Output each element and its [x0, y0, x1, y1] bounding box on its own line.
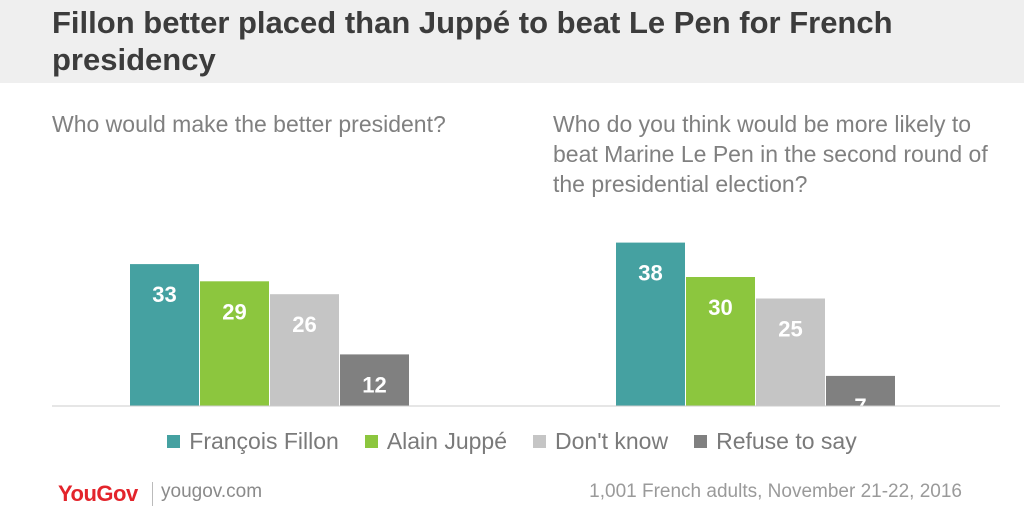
- bar-dont-know: [756, 298, 825, 406]
- bar-value-label: 33: [152, 282, 176, 307]
- left-chart-question: Who would make the better president?: [52, 111, 446, 137]
- bar-fillon: [130, 264, 199, 406]
- bar-value-label: 12: [362, 372, 386, 397]
- legend-swatch: [364, 434, 378, 448]
- legend-item-refuse: Refuse to say: [694, 428, 857, 455]
- legend-label: Don't know: [555, 427, 669, 454]
- legend-item-juppe: Alain Juppé: [364, 427, 508, 455]
- bar-value-label: 25: [778, 317, 802, 342]
- yougov-logo: YouGov: [58, 481, 138, 506]
- bar-value-label: 30: [708, 295, 732, 320]
- site-link[interactable]: yougov.com: [161, 481, 263, 502]
- chart-title: Fillon better placed than Juppé to beat …: [52, 5, 893, 77]
- legend-label: Alain Juppé: [386, 427, 508, 454]
- legend-label: François Fillon: [189, 427, 339, 454]
- bar-dont-know: [270, 294, 339, 406]
- bar-value-label: 26: [292, 312, 316, 337]
- legend-label: Refuse to say: [716, 427, 857, 454]
- right-chart-question: Who do you think would be more likely to…: [553, 111, 988, 197]
- source-note: 1,001 French adults, November 21-22, 201…: [589, 481, 962, 502]
- bar-juppe: [200, 281, 269, 406]
- legend-swatch: [167, 434, 181, 448]
- bar-fillon: [616, 242, 685, 406]
- title-banner: Fillon better placed than Juppé to beat …: [0, 0, 1024, 83]
- bar-refuse: [340, 354, 409, 406]
- bar-value-label: 29: [222, 299, 246, 324]
- legend: François Fillon Alain Juppé Don't know R…: [0, 425, 1024, 457]
- bar-refuse: [826, 375, 895, 406]
- left-chart-bars: 33 29 26 12: [130, 264, 409, 406]
- legend-swatch: [533, 434, 547, 448]
- legend-swatch: [694, 434, 708, 448]
- legend-item-dont-know: Don't know: [533, 428, 668, 455]
- bar-value-label: 38: [638, 261, 662, 286]
- bar-juppe: [686, 277, 755, 406]
- logo-divider: [152, 482, 153, 506]
- legend-item-fillon: François Fillon: [167, 428, 339, 455]
